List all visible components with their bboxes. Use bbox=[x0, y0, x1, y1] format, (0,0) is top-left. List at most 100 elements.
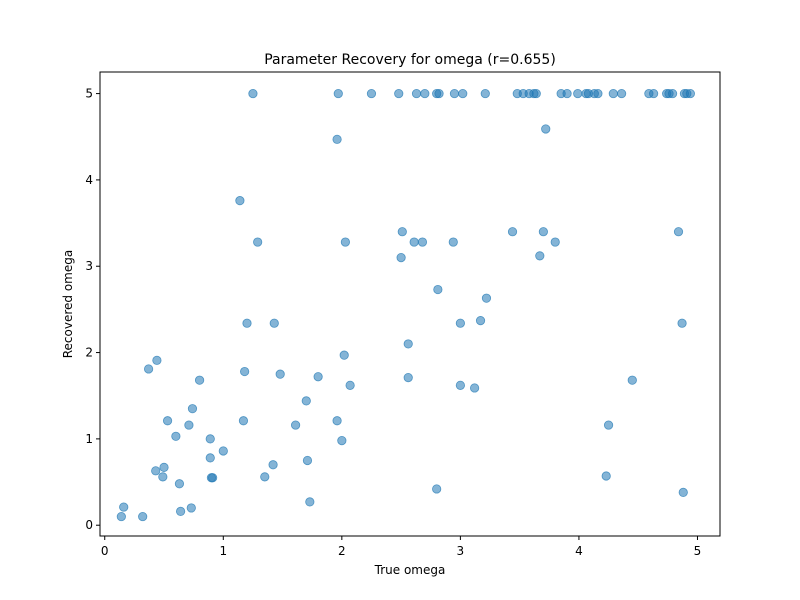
data-point bbox=[240, 366, 250, 377]
data-point bbox=[313, 372, 323, 382]
data-point bbox=[475, 316, 486, 326]
x-axis-ticks: 0 1 2 3 4 5 bbox=[101, 536, 701, 558]
x-axis-label: True omega bbox=[374, 563, 446, 577]
data-point bbox=[305, 497, 315, 507]
data-point bbox=[531, 88, 541, 99]
data-point bbox=[480, 88, 490, 99]
data-point bbox=[332, 134, 342, 144]
data-point bbox=[433, 284, 443, 295]
data-point bbox=[138, 511, 148, 522]
data-point bbox=[409, 237, 419, 247]
data-point bbox=[174, 479, 185, 489]
y-tick-label: 0 bbox=[85, 518, 93, 532]
data-point bbox=[685, 88, 695, 99]
data-point bbox=[366, 88, 377, 99]
y-axis-label: Recovered omega bbox=[61, 250, 75, 358]
data-point bbox=[337, 436, 347, 446]
data-point bbox=[455, 380, 465, 390]
data-point bbox=[617, 88, 627, 99]
data-point bbox=[184, 420, 194, 430]
data-point bbox=[573, 88, 583, 99]
data-point bbox=[593, 88, 603, 99]
data-point bbox=[253, 237, 263, 247]
y-tick-label: 5 bbox=[85, 87, 93, 101]
data-point bbox=[649, 88, 659, 99]
data-point bbox=[116, 511, 126, 522]
data-point bbox=[152, 355, 162, 365]
x-tick-label: 3 bbox=[457, 544, 465, 558]
data-point bbox=[411, 88, 422, 99]
data-point bbox=[432, 484, 442, 494]
data-point bbox=[627, 375, 637, 385]
data-point bbox=[603, 420, 614, 430]
chart-title: Parameter Recovery for omega (r=0.655) bbox=[264, 52, 556, 68]
data-point bbox=[301, 396, 311, 406]
data-point bbox=[290, 420, 301, 430]
data-point bbox=[608, 88, 618, 99]
data-point bbox=[218, 446, 228, 456]
data-points bbox=[116, 88, 695, 522]
data-point bbox=[151, 466, 161, 476]
data-point bbox=[667, 88, 678, 99]
x-tick-label: 0 bbox=[101, 544, 109, 558]
data-point bbox=[397, 227, 407, 237]
data-point bbox=[601, 471, 611, 481]
data-point bbox=[396, 253, 406, 263]
data-point bbox=[171, 431, 181, 441]
data-point bbox=[333, 88, 343, 99]
data-point bbox=[159, 462, 169, 472]
data-point bbox=[340, 237, 350, 247]
data-point bbox=[235, 196, 245, 206]
data-point bbox=[417, 237, 428, 247]
data-point bbox=[238, 416, 249, 426]
data-point bbox=[345, 380, 355, 390]
data-point bbox=[470, 383, 480, 393]
data-point bbox=[269, 318, 279, 328]
data-point bbox=[205, 453, 215, 463]
data-point bbox=[158, 472, 168, 482]
data-point bbox=[260, 472, 270, 482]
data-point bbox=[302, 455, 313, 466]
x-tick-label: 1 bbox=[219, 544, 227, 558]
x-tick-label: 2 bbox=[338, 544, 346, 558]
data-point bbox=[176, 506, 186, 516]
data-point bbox=[205, 434, 215, 444]
data-point bbox=[455, 318, 465, 328]
y-tick-label: 4 bbox=[85, 173, 93, 187]
data-point bbox=[194, 375, 205, 385]
data-point bbox=[562, 88, 572, 99]
data-point bbox=[538, 227, 548, 237]
data-point bbox=[119, 502, 129, 512]
y-axis-ticks: 0 1 2 3 4 5 bbox=[85, 87, 100, 532]
data-point bbox=[332, 416, 342, 426]
data-point bbox=[208, 473, 218, 483]
data-point bbox=[242, 318, 252, 328]
y-tick-label: 1 bbox=[85, 432, 93, 446]
data-point bbox=[434, 88, 444, 99]
data-point bbox=[541, 124, 551, 134]
data-point bbox=[481, 293, 492, 303]
data-point bbox=[339, 350, 349, 360]
x-tick-label: 4 bbox=[575, 544, 583, 558]
data-point bbox=[458, 88, 468, 99]
data-point bbox=[535, 251, 545, 261]
y-tick-label: 3 bbox=[85, 259, 93, 273]
data-point bbox=[507, 227, 518, 237]
data-point bbox=[449, 88, 460, 99]
data-point bbox=[403, 339, 413, 349]
data-point bbox=[448, 237, 458, 247]
data-point bbox=[673, 227, 684, 237]
data-point bbox=[187, 404, 198, 414]
data-point bbox=[403, 372, 413, 383]
data-point bbox=[678, 487, 688, 498]
y-tick-label: 2 bbox=[85, 346, 93, 360]
data-point bbox=[677, 318, 687, 328]
data-point bbox=[275, 369, 285, 379]
x-tick-label: 5 bbox=[694, 544, 702, 558]
data-point bbox=[420, 88, 430, 99]
data-point bbox=[550, 237, 560, 247]
data-point bbox=[162, 416, 173, 426]
data-point bbox=[144, 364, 154, 374]
